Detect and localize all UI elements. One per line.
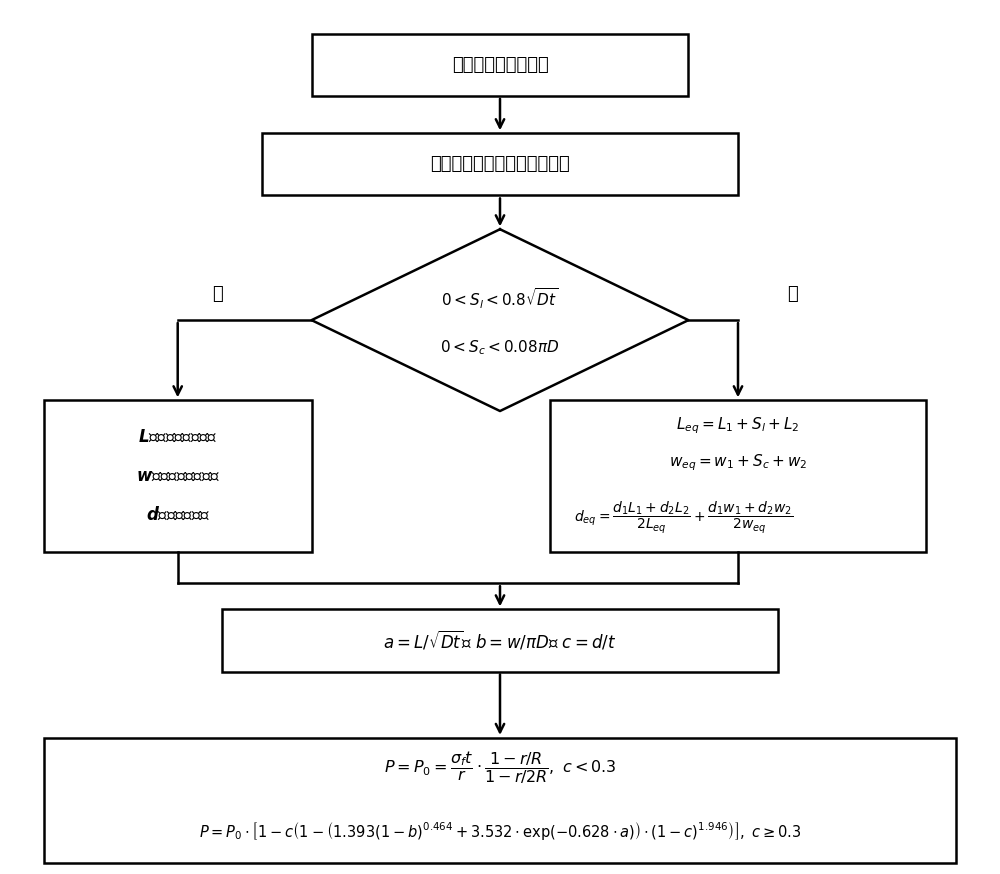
FancyBboxPatch shape bbox=[44, 738, 956, 864]
Text: $0 < S_c < 0.08\pi D$: $0 < S_c < 0.08\pi D$ bbox=[440, 338, 560, 357]
Text: $\boldsymbol{L}$是单缺陷轴向长度: $\boldsymbol{L}$是单缺陷轴向长度 bbox=[138, 428, 217, 446]
Text: $L_{eq} = L_1 + S_l + L_2$: $L_{eq} = L_1 + S_l + L_2$ bbox=[676, 415, 800, 436]
Text: $P = P_0 \cdot \left[1 - c\left(1 - \left(1.393(1-b)^{0.464} + 3.532 \cdot \exp(: $P = P_0 \cdot \left[1 - c\left(1 - \lef… bbox=[199, 820, 801, 842]
Text: $d_{eq} = \dfrac{d_1 L_1 + d_2 L_2}{2L_{eq}} + \dfrac{d_1 w_1 + d_2 w_2}{2w_{eq}: $d_{eq} = \dfrac{d_1 L_1 + d_2 L_2}{2L_{… bbox=[574, 499, 793, 536]
FancyBboxPatch shape bbox=[222, 609, 778, 671]
Text: $\boldsymbol{d}$是单缺陷深度: $\boldsymbol{d}$是单缺陷深度 bbox=[146, 506, 210, 524]
Text: 是: 是 bbox=[787, 285, 798, 303]
Text: 否: 否 bbox=[212, 285, 223, 303]
Text: $0 < S_l < 0.8\sqrt{Dt}$: $0 < S_l < 0.8\sqrt{Dt}$ bbox=[441, 286, 559, 311]
FancyBboxPatch shape bbox=[550, 400, 926, 551]
FancyBboxPatch shape bbox=[312, 33, 688, 96]
Text: 判断缺陷间是否存在相互影响: 判断缺陷间是否存在相互影响 bbox=[430, 156, 570, 173]
Text: $\boldsymbol{w}$是单缺陷环向宽度: $\boldsymbol{w}$是单缺陷环向宽度 bbox=[136, 467, 220, 485]
Text: $a = L / \sqrt{Dt}$、 $b = w / \pi D$、 $c = d / t$: $a = L / \sqrt{Dt}$、 $b = w / \pi D$、 $c… bbox=[383, 629, 617, 652]
Text: 确定弯管的基础参数: 确定弯管的基础参数 bbox=[452, 56, 548, 73]
Text: $P = P_0 = \dfrac{\sigma_f t}{r} \cdot \dfrac{1 - r/R}{1 - r/2R},\ c < 0.3$: $P = P_0 = \dfrac{\sigma_f t}{r} \cdot \… bbox=[384, 749, 616, 786]
Text: $w_{eq} = w_1 + S_c + w_2$: $w_{eq} = w_1 + S_c + w_2$ bbox=[669, 453, 807, 473]
FancyBboxPatch shape bbox=[262, 133, 738, 196]
FancyBboxPatch shape bbox=[44, 400, 312, 551]
